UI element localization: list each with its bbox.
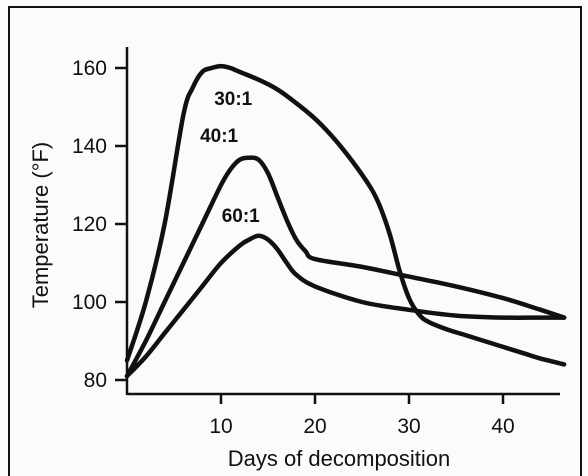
y-tick-label: 140 <box>72 135 107 158</box>
series-line-60-1 <box>124 233 567 379</box>
series-line-40-1 <box>124 155 567 379</box>
y-axis-ticks: 80 100 120 140 160 <box>72 57 127 392</box>
y-tick-label: 120 <box>72 213 107 236</box>
y-axis-title: Temperature (°F) <box>28 142 53 309</box>
series-label-30-1: 30:1 <box>214 89 252 110</box>
x-tick-label: 20 <box>303 415 326 438</box>
series-line-30-1 <box>124 63 567 367</box>
x-tick-label: 30 <box>397 415 420 438</box>
x-tick-label: 40 <box>491 415 514 438</box>
x-axis-ticks: 10 20 30 40 <box>209 394 515 438</box>
x-tick-label: 10 <box>209 415 232 438</box>
series-lines <box>124 63 567 379</box>
y-tick-label: 80 <box>84 369 107 392</box>
chart-frame <box>8 6 582 476</box>
y-tick-label: 100 <box>72 291 107 314</box>
series-label-60-1: 60:1 <box>222 206 260 227</box>
x-axis-title: Days of decomposition <box>228 446 451 471</box>
series-annotations: 30:1 40:1 60:1 <box>200 89 260 227</box>
series-label-40-1: 40:1 <box>200 126 238 147</box>
y-tick-label: 160 <box>72 57 107 80</box>
